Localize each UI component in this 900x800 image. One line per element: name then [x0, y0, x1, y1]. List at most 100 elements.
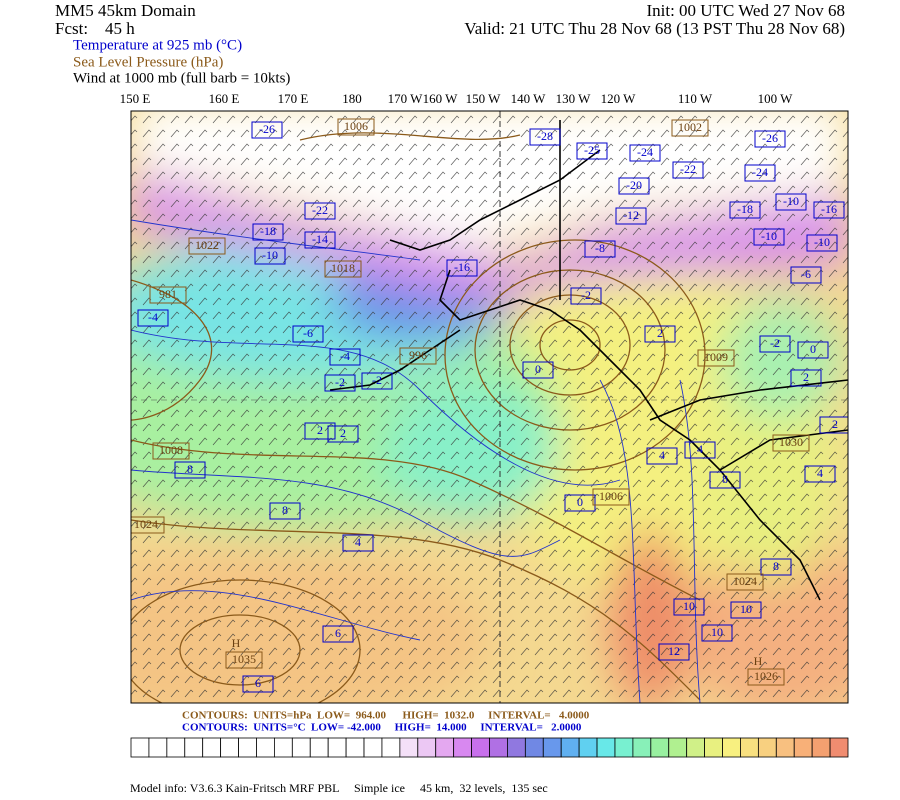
field-legend: Temperature at 925 mb (°C) [73, 37, 242, 53]
temperature-label-box [576, 142, 608, 160]
temperature-label: -16 [821, 202, 837, 216]
colorbar-swatch [632, 737, 652, 758]
colorbar-swatch [560, 737, 580, 758]
colorbar-swatch [417, 737, 437, 758]
pressure-label: 1024 [134, 517, 158, 531]
temperature-label-box [709, 471, 741, 489]
longitude-label: 170 W [388, 91, 424, 106]
pressure-label-box [726, 573, 764, 591]
temperature-label-box [629, 144, 661, 162]
longitude-label: 170 E [278, 91, 309, 106]
temperature-label: 0 [810, 342, 816, 356]
colorbar-swatch [256, 737, 275, 758]
temperature-label: -10 [783, 194, 799, 208]
longitude-label: 180 [342, 91, 362, 106]
model-title: MM5 45km Domain [55, 1, 196, 20]
temperature-label: -8 [595, 241, 605, 255]
temperature-label: -22 [312, 203, 328, 217]
temperature-label: 2 [340, 426, 346, 440]
temperature-label-box [797, 341, 829, 359]
colorbar-swatch [363, 737, 383, 758]
temperature-label: -16 [454, 260, 470, 274]
temperature-label-box [790, 369, 822, 387]
temperature-label-box [819, 416, 848, 434]
colorbar-swatch [381, 737, 401, 758]
pressure-label-box [188, 237, 226, 255]
temperature-label: 6 [335, 626, 341, 640]
colorbar-swatch [668, 737, 688, 758]
pressure-label-box [399, 347, 437, 365]
pressure-label-box [671, 119, 709, 137]
map: -26 -28 -26-25 -24-22 -24-20-22 -12 -18-10-16-… [131, 111, 848, 703]
temperature-label-box [251, 121, 283, 139]
temperature-label-box [672, 161, 704, 179]
pressure-label-box [592, 488, 630, 506]
temperature-label-box [775, 193, 807, 211]
pressure-label: 1018 [331, 261, 355, 275]
temperature-contours [131, 219, 701, 703]
temperature-label-box [269, 502, 301, 520]
colorbar-swatch [614, 737, 634, 758]
temperature-label-box [753, 228, 785, 246]
colorbar-swatch [650, 737, 670, 758]
colorbar-swatch [775, 737, 795, 758]
temperature-label-box [254, 247, 286, 265]
pressure-contours [131, 132, 706, 703]
longitude-label: 160 E [209, 91, 240, 106]
pressure-label: 1008 [159, 443, 183, 457]
colorbar-swatch [686, 737, 705, 758]
valid-time: Valid: 21 UTC Thu 28 Nov 68 (13 PST Thu … [464, 19, 845, 38]
colorbar-swatch [542, 737, 562, 758]
pressure-label: 1030 [779, 435, 803, 449]
high-center: H [754, 654, 763, 668]
field-legend: Sea Level Pressure (hPa) [73, 54, 223, 70]
colorbar-swatch [596, 737, 616, 758]
colorbar-swatch [829, 737, 849, 758]
temperature-label-box [744, 164, 776, 182]
temperature-label: 8 [773, 559, 779, 573]
pressure-label-box [149, 286, 187, 304]
temperature-label-box [174, 461, 206, 479]
temperature-label: -12 [623, 208, 639, 222]
temperature-label-box [684, 441, 716, 459]
temperature-label: -18 [260, 224, 276, 238]
temperature-label-box [361, 372, 393, 390]
temperature-label-box [806, 234, 838, 252]
temperature-label-box [790, 266, 822, 284]
temperature-label-box [446, 259, 478, 277]
temperature-label-box [804, 465, 836, 483]
temperature-label-box [342, 534, 374, 552]
colorbar-swatch [471, 737, 490, 758]
temperature-label-box [759, 335, 791, 353]
pressure-label: 1035 [232, 652, 256, 666]
temperature-label-box [644, 325, 676, 343]
colorbar-swatch [220, 737, 239, 758]
temperature-label-box [304, 202, 336, 220]
temperature-label: 8 [722, 472, 728, 486]
temperature-label-box [327, 425, 359, 443]
colorbar-swatch [291, 737, 311, 758]
temperature-label: 4 [659, 448, 665, 462]
colorbar-swatch [309, 737, 329, 758]
longitude-label: 120 W [601, 91, 637, 106]
temperature-label: 2 [832, 417, 838, 431]
pressure-label-box [772, 434, 810, 452]
colorbar-swatch [578, 737, 598, 758]
colorbar-swatch [757, 737, 777, 758]
pressure-label: 1026 [754, 669, 778, 683]
temperature-label-box [701, 624, 733, 642]
contour-info: CONTOURS: UNITS=hPa LOW= 964.00 HIGH= 10… [182, 710, 590, 722]
colorbar-swatch [399, 737, 419, 758]
contour-info: CONTOURS: UNITS=°C LOW= -42.000 HIGH= 14… [182, 722, 582, 734]
pressure-label-box [152, 442, 190, 460]
temperature-label-box [304, 422, 336, 440]
colorbar-swatch [345, 737, 365, 758]
temperature-label: 10 [683, 599, 695, 613]
pressure-label-box [131, 516, 165, 534]
colorbar-swatch [166, 737, 186, 758]
pressure-label: 1006 [344, 119, 368, 133]
temperature-label: -4 [148, 310, 158, 324]
forecast-hour: Fcst: 45 h [55, 19, 135, 38]
temperature-label-box [304, 231, 336, 249]
pressure-label-box [225, 651, 263, 669]
